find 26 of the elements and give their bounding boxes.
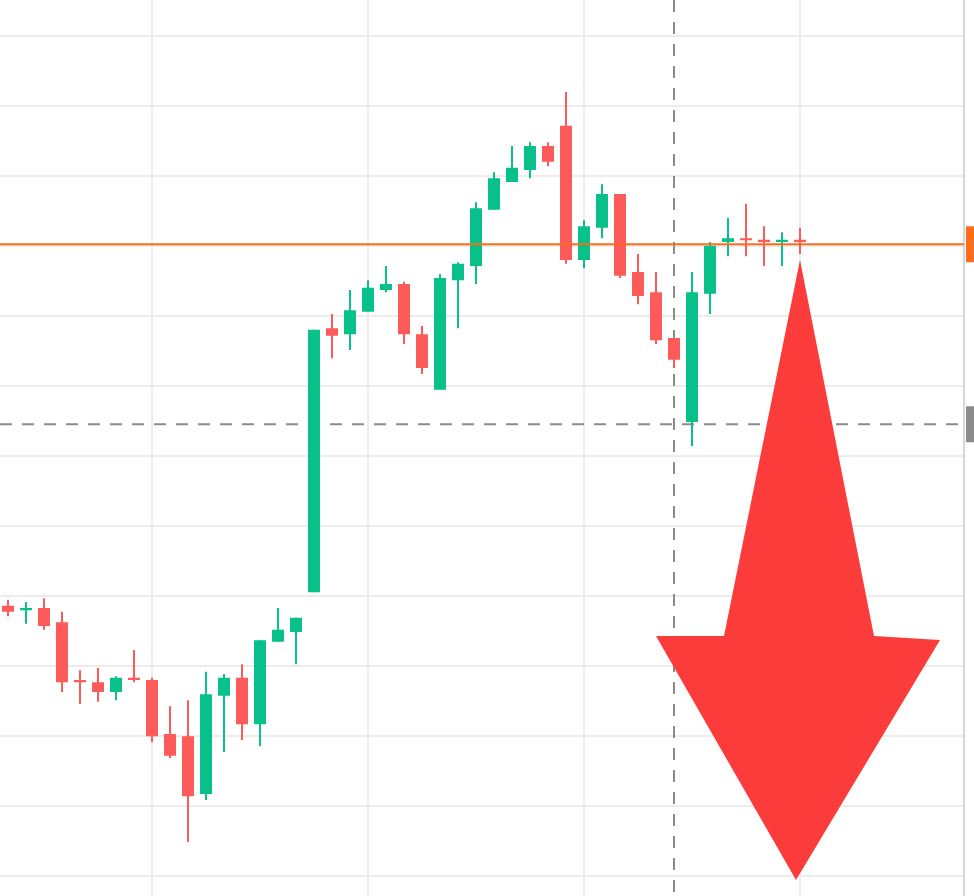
candlestick	[650, 271, 662, 345]
candlestick	[272, 607, 284, 643]
candlestick	[704, 241, 716, 315]
candlestick	[578, 219, 590, 270]
candlestick	[452, 261, 464, 330]
candlestick	[164, 705, 176, 759]
candlestick	[506, 145, 518, 183]
candlestick	[596, 183, 608, 240]
candlestick	[668, 337, 680, 369]
candlestick	[416, 325, 428, 375]
candlestick	[380, 265, 392, 294]
candlestick	[38, 597, 50, 631]
candlestick	[488, 171, 500, 211]
candlestick	[542, 141, 554, 168]
candlestick	[326, 313, 338, 360]
candlestick	[110, 675, 122, 702]
candlestick	[236, 663, 248, 741]
candlestick	[362, 279, 374, 313]
candlestick	[632, 253, 644, 306]
candlestick	[344, 289, 356, 351]
candlestick	[218, 673, 230, 753]
candlestick	[524, 141, 536, 180]
candlestick	[722, 217, 734, 258]
candlestick	[290, 616, 302, 666]
candlestick	[740, 202, 752, 258]
candlestick	[92, 667, 104, 703]
